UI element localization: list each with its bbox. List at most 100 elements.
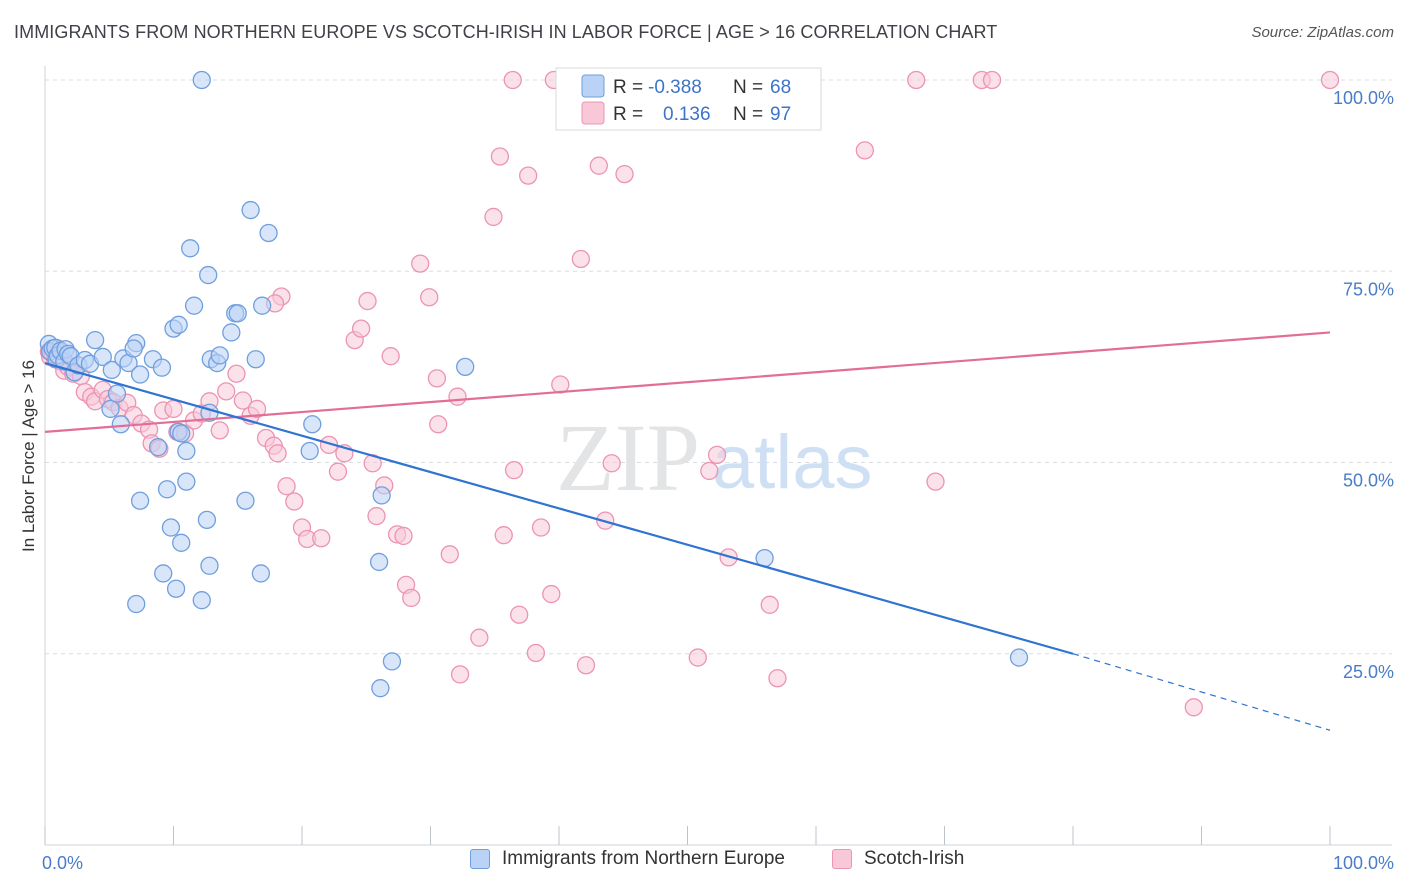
northern-europe-point-45	[222, 323, 241, 342]
scotch-irish-point-92	[1184, 698, 1203, 717]
watermark-atlas: atlas	[712, 420, 873, 505]
y-tick-labels: 25.0% 50.0% 75.0% 100.0%	[1333, 88, 1394, 682]
axes	[44, 66, 1392, 846]
northern-europe-point-18	[102, 360, 121, 380]
y-tick-label-0: 25.0%	[1343, 662, 1394, 682]
scotch-irish-point-89	[768, 669, 787, 688]
scotch-irish-point-69	[490, 147, 510, 166]
northern-europe-point-33	[166, 579, 186, 598]
y-tick-label-2: 75.0%	[1343, 279, 1394, 299]
northern-europe-point-50	[246, 350, 265, 369]
scotch-irish-point-59	[402, 588, 421, 608]
legend-label-scotch-irish: Scotch-Irish	[864, 848, 965, 869]
scotch-irish-point-78	[571, 249, 590, 269]
scotch-irish-point-90	[855, 141, 874, 160]
legend-n-label-2: N =	[733, 104, 763, 125]
scotch-irish-point-70	[494, 526, 513, 545]
x-tick-labels: 0.0% 100.0%	[42, 853, 1394, 873]
watermark-zip: ZIP	[556, 404, 700, 511]
northern-europe-point-66	[382, 652, 402, 671]
legend-n-label-1: N =	[733, 77, 763, 98]
northern-europe-point-32	[172, 533, 191, 552]
legend-r-value-2: 0.136	[663, 104, 711, 125]
northern-europe-point-34	[154, 564, 173, 583]
legend-n-value-1: 68	[770, 77, 791, 98]
northern-europe-point-61	[251, 564, 271, 583]
legend-swatch-blue	[581, 74, 605, 98]
scotch-irish-point-50	[351, 319, 371, 338]
scotch-irish-point-32	[227, 364, 246, 383]
scotch-irish-point-85	[700, 461, 719, 481]
scotch-irish-point-51	[358, 291, 377, 311]
northern-europe-point-24	[124, 339, 143, 358]
northern-europe-point-62	[303, 415, 322, 434]
scotch-irish-point-99	[1320, 70, 1340, 90]
legend-r-value-1: -0.388	[648, 77, 702, 98]
northern-europe-point-25	[130, 365, 150, 384]
scotch-irish-point-61	[420, 288, 439, 307]
northern-europe-point-65	[369, 552, 389, 572]
scotch-irish-point-31	[217, 382, 236, 401]
scotch-irish-point-98	[982, 70, 1002, 90]
northern-europe-point-29	[157, 480, 177, 499]
northern-europe-point-35	[127, 594, 146, 614]
legend-item-scotch-irish: Scotch-Irish	[832, 848, 964, 870]
northern-europe-points	[39, 70, 1029, 698]
scotch-irish-point-76	[542, 584, 561, 604]
northern-europe-point-28	[130, 491, 150, 510]
legend-label-northern-europe: Immigrants from Northern Europe	[502, 848, 785, 869]
northern-europe-point-39	[184, 296, 204, 315]
scotch-irish-point-24	[164, 399, 183, 419]
legend-r-label-1: R =	[613, 77, 643, 98]
northern-europe-trend-line	[44, 361, 1074, 655]
scotch-irish-point-79	[576, 656, 596, 675]
northern-europe-point-49	[253, 296, 272, 315]
northern-europe-point-44	[210, 346, 229, 365]
scotch-irish-point-84	[688, 648, 707, 667]
scotch-irish-point-77	[551, 375, 570, 394]
scotch-irish-point-33	[233, 391, 253, 410]
northern-europe-point-63	[300, 441, 319, 461]
northern-europe-point-56	[177, 472, 196, 491]
legend-r-label-2: R =	[613, 104, 643, 125]
scotch-irish-point-45	[312, 529, 331, 548]
scotch-irish-points	[39, 70, 1340, 717]
northern-europe-point-41	[169, 315, 188, 334]
northern-europe-point-68	[456, 357, 475, 377]
scotch-irish-point-73	[519, 166, 538, 185]
scotch-irish-point-88	[760, 595, 779, 614]
chart-title: IMMIGRANTS FROM NORTHERN EUROPE VS SCOTC…	[14, 22, 998, 42]
northern-europe-point-19	[107, 384, 127, 403]
northern-europe-point-70	[1009, 648, 1029, 667]
scotch-irish-point-80	[589, 156, 608, 175]
northern-europe-point-47	[228, 304, 247, 323]
scotch-irish-point-91	[926, 472, 945, 491]
scotch-irish-point-68	[484, 207, 503, 227]
scotch-irish-point-47	[328, 462, 348, 481]
source-credit: Source: ZipAtlas.com	[1251, 24, 1394, 41]
scotch-irish-point-82	[602, 454, 621, 473]
scotch-irish-point-66	[450, 665, 470, 684]
northern-europe-point-17	[101, 399, 120, 419]
scotch-irish-point-65	[448, 387, 467, 406]
scotch-irish-point-86	[707, 445, 727, 465]
legend-swatch-northern-europe	[470, 849, 490, 869]
scotch-irish-point-96	[907, 70, 926, 90]
y-axis-label: In Labor Force | Age > 16	[19, 360, 38, 552]
northern-europe-trend-extension	[1072, 653, 1331, 731]
trend-lines	[44, 331, 1331, 731]
scotch-irish-point-40	[268, 444, 287, 463]
northern-europe-point-59	[192, 591, 211, 610]
x-tick-label-left: 0.0%	[42, 853, 83, 873]
northern-europe-point-16	[93, 347, 112, 367]
scotch-irish-point-35	[247, 399, 267, 419]
scotch-irish-point-63	[429, 415, 448, 434]
x-tick-label-right: 100.0%	[1333, 853, 1394, 873]
scotch-irish-point-93	[503, 70, 522, 90]
correlation-legend: R = -0.388 N = 68 R = 0.136 N = 97	[555, 67, 822, 131]
northern-europe-point-55	[177, 441, 196, 461]
scotch-irish-point-41	[277, 477, 296, 496]
scotch-irish-point-72	[510, 605, 529, 624]
scotch-irish-point-60	[411, 254, 430, 273]
scotch-irish-point-75	[531, 518, 551, 537]
